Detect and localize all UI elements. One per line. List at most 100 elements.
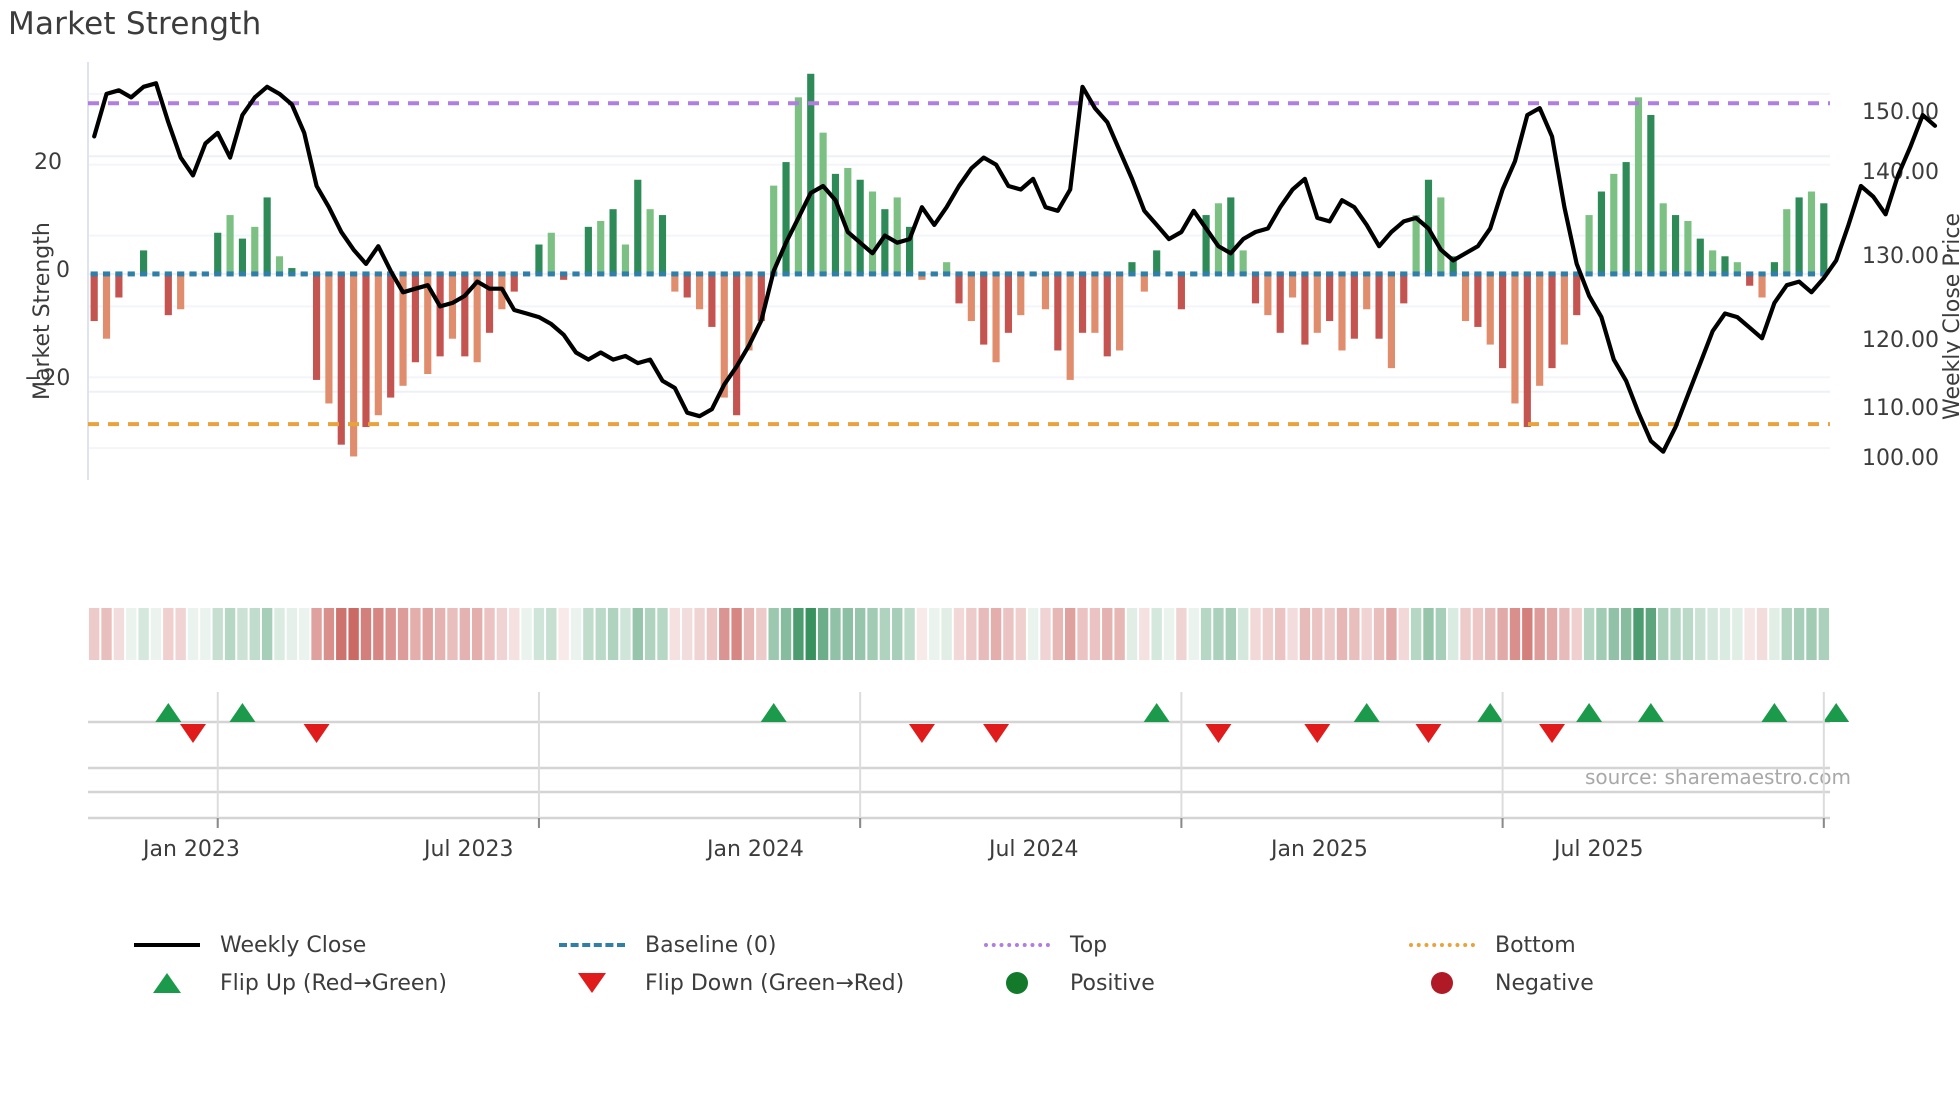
heat-cell [1447,608,1459,660]
heat-cell [1040,608,1051,660]
heat-cell [323,608,335,660]
bar [1437,197,1445,274]
bar [1264,273,1272,316]
bar [770,185,778,274]
bar [1400,273,1408,304]
bar [671,273,679,292]
heat-cell [1398,608,1409,660]
heat-cell [1200,608,1212,660]
heat-cell [546,608,557,660]
bar [1276,273,1284,333]
heat-cell [1336,608,1348,660]
legend-item-flip-up[interactable]: Flip Up (Red→Green) [130,963,555,1003]
bar [1560,273,1568,345]
bar [621,244,630,274]
heat-cell [1176,608,1187,660]
bar [1523,273,1531,428]
bar [807,73,815,274]
heat-cell [1744,608,1755,660]
bar [794,97,802,274]
bar [646,209,654,274]
bar [1301,273,1309,345]
heat-cell [1769,608,1780,660]
heat-cell [879,608,891,660]
bar [782,162,790,274]
heat-cell [756,608,767,660]
bar [918,273,926,280]
bar [275,256,284,274]
heat-cell [1695,608,1706,660]
bar [1177,273,1185,310]
heat-cell [1163,608,1175,660]
bar [1709,250,1717,274]
heat-cell [1114,608,1125,660]
bar [1721,256,1729,274]
flip-down-marker [1304,724,1331,743]
flip-down-marker [983,724,1010,743]
heat-cell [397,608,409,660]
bar [1474,273,1482,327]
heat-cell [261,608,273,660]
heat-cell [1126,608,1138,660]
bar [1017,273,1025,316]
page-title: Market Strength [8,6,262,42]
bar [547,232,555,274]
legend-item-bottom[interactable]: Bottom [1405,925,1830,965]
bar [1795,197,1803,274]
heat-cell [1658,608,1669,660]
heat-cell [175,608,186,660]
heat-cell [1793,608,1805,660]
flip-down-marker [908,724,935,743]
bar [733,273,741,416]
legend-item-negative[interactable]: Negative [1405,963,1830,1003]
legend-item-baseline[interactable]: Baseline (0) [555,925,980,965]
heat-cell [1312,608,1323,660]
bar [943,262,951,274]
heat-cell [385,608,396,660]
heat-cell [1620,608,1632,660]
bar [1659,203,1667,274]
bar [325,273,333,404]
bar [1610,173,1618,274]
heat-cell [978,608,989,660]
heat-cell [422,608,433,660]
heat-cell [607,608,619,660]
legend-item-weekly-close[interactable]: Weekly Close [130,925,555,965]
heat-cell [163,608,174,660]
x-tick-3: Jul 2024 [989,837,1079,862]
legend-label: Negative [1495,970,1594,996]
legend-item-top[interactable]: Top [980,925,1405,965]
bar [1128,262,1136,274]
heat-cell [1250,608,1261,660]
bar [893,197,901,274]
heat-cell [904,608,915,660]
bar [337,273,345,445]
legend-item-positive[interactable]: Positive [980,963,1405,1003]
bar [473,273,481,363]
heat-cell [1065,608,1076,660]
heat-cell [484,608,495,660]
heat-cell [113,608,125,660]
bar [1153,250,1161,274]
heat-cell [1559,608,1570,660]
flip-up-marker [229,703,256,722]
bar [905,226,914,274]
flip-down-marker [1205,724,1232,743]
bar [288,268,296,274]
heat-cell [644,608,656,660]
heat-cell [1756,608,1768,660]
flip-up-marker [1143,703,1170,722]
x-tick-2: Jan 2024 [707,837,804,862]
bar [1671,215,1680,274]
heat-cell [1287,608,1298,660]
heat-cell [1052,608,1064,660]
bar [1758,273,1766,298]
legend-item-flip-down[interactable]: Flip Down (Green→Red) [555,963,980,1003]
heat-cell [336,608,347,660]
heat-cell [1806,608,1817,660]
heat-cell [1435,608,1447,660]
bar [387,273,395,398]
bar [1696,238,1704,274]
heat-cell [187,608,199,660]
heat-cell [1213,608,1224,660]
